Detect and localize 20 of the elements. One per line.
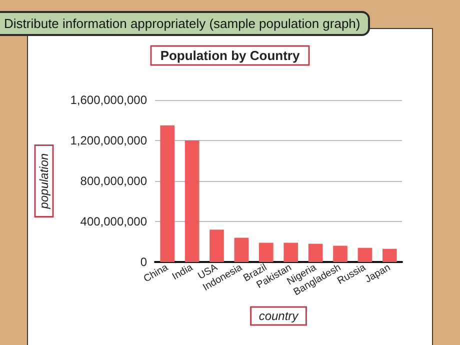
- bar: [234, 238, 249, 262]
- bar: [210, 230, 224, 262]
- y-tick-label: 800,000,000: [80, 174, 148, 188]
- x-tick-label: India: [170, 262, 196, 283]
- chart-subtitle: Population by Country: [160, 48, 300, 63]
- bar: [382, 248, 397, 262]
- bar: [333, 246, 348, 262]
- y-axis-title: population: [37, 152, 51, 210]
- bar: [160, 125, 175, 262]
- chart-title: Distribute information appropriately (sample population graph): [0, 11, 370, 36]
- bar: [284, 242, 298, 262]
- bar: [358, 248, 372, 262]
- y-tick-label: 400,000,000: [80, 214, 148, 228]
- x-axis-title: country: [258, 309, 300, 323]
- y-tick-label: 1,600,000,000: [70, 93, 148, 107]
- bar: [308, 244, 323, 262]
- y-tick-label: 1,200,000,000: [70, 134, 148, 148]
- y-tick-label: 0: [140, 255, 148, 269]
- bar: [184, 140, 200, 262]
- bar: [258, 242, 274, 262]
